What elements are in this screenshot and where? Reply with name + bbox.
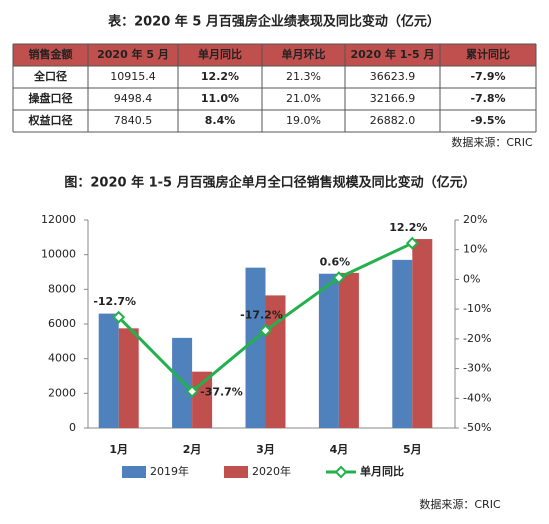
table-cell: 32166.9 (370, 92, 416, 105)
y-tick-label: 6000 (48, 317, 76, 330)
y-tick-label: 8000 (48, 282, 76, 295)
marker (112, 310, 126, 324)
bar (412, 239, 433, 428)
table-cell: -7.9% (470, 70, 505, 83)
legend-label: 2019年 (150, 464, 189, 478)
y-tick-label: 12000 (41, 213, 76, 226)
table-header: 销售金额 (29, 47, 73, 61)
data-label: -17.2% (240, 309, 283, 322)
table-cell: 7840.5 (114, 114, 153, 127)
table-header-bg (13, 44, 536, 66)
y2-tick-label: 0% (463, 272, 480, 285)
table-cell: 21.3% (286, 70, 321, 83)
x-tick-label: 4月 (330, 443, 349, 456)
y-tick-label: 0 (69, 421, 76, 434)
bar (98, 313, 119, 428)
table-cell: 36623.9 (370, 70, 416, 83)
marker (332, 271, 346, 285)
table-cell: 12.2% (201, 70, 239, 83)
table-header: 单月同比 (198, 47, 242, 61)
data-label: 0.6% (320, 256, 351, 269)
y-tick-label: 10000 (41, 248, 76, 261)
y2-tick-label: 20% (463, 213, 487, 226)
table-header: 2020 年 5 月 (97, 47, 169, 61)
legend-label: 2020年 (252, 464, 291, 478)
bar (245, 267, 266, 428)
data-label: 12.2% (389, 221, 427, 234)
table-title: 表：2020 年 5 月百强房企业绩表现及同比变动（亿元） (107, 14, 440, 30)
y2-tick-label: -10% (463, 302, 491, 315)
chart-source: 数据来源：CRIC (419, 497, 501, 511)
table-cell: 权益口径 (28, 113, 73, 127)
y-tick-label: 4000 (48, 352, 76, 365)
x-tick-label: 3月 (256, 443, 275, 456)
bar (118, 328, 139, 428)
data-label: -12.7% (93, 295, 136, 308)
y2-tick-label: -20% (463, 332, 491, 345)
marker (259, 324, 272, 337)
table-header: 累计同比 (466, 47, 510, 61)
table-cell: 操盘口径 (29, 91, 73, 105)
x-tick-label: 5月 (403, 443, 422, 456)
table-cell: -7.8% (470, 92, 505, 105)
table-cell: -9.5% (470, 114, 505, 127)
y2-tick-label: -40% (463, 391, 491, 404)
x-tick-label: 2月 (183, 443, 202, 456)
bar (318, 273, 339, 428)
data-label: -37.7% (200, 385, 243, 398)
table-cell: 21.0% (286, 92, 321, 105)
table-cell: 全口径 (33, 69, 67, 83)
x-tick-label: 1月 (109, 443, 128, 456)
bar (338, 272, 359, 428)
legend-marker (334, 465, 348, 479)
bar (192, 371, 213, 428)
marker (405, 236, 419, 250)
y2-tick-label: -30% (463, 362, 491, 375)
y2-tick-label: 10% (463, 243, 487, 256)
y-tick-label: 2000 (48, 386, 76, 399)
table-source: 数据来源：CRIC (451, 135, 533, 149)
table-cell: 11.0% (201, 92, 239, 105)
table-cell: 9498.4 (114, 92, 153, 105)
legend-swatch (122, 466, 146, 478)
y2-tick-label: -50% (463, 421, 491, 434)
table-header: 单月环比 (282, 47, 326, 61)
table-cell: 26882.0 (370, 114, 416, 127)
table-header: 2020 年 1-5 月 (351, 47, 435, 61)
chart-title: 图：2020 年 1-5 月百强房企单月全口径销售规模及同比变动（亿元） (64, 175, 475, 191)
table-cell: 8.4% (205, 114, 236, 127)
table-cell: 19.0% (286, 114, 321, 127)
bar (392, 259, 413, 428)
table-cell: 10915.4 (110, 70, 156, 83)
legend-swatch (224, 466, 248, 478)
legend-label: 单月同比 (360, 464, 404, 478)
marker (185, 385, 199, 398)
